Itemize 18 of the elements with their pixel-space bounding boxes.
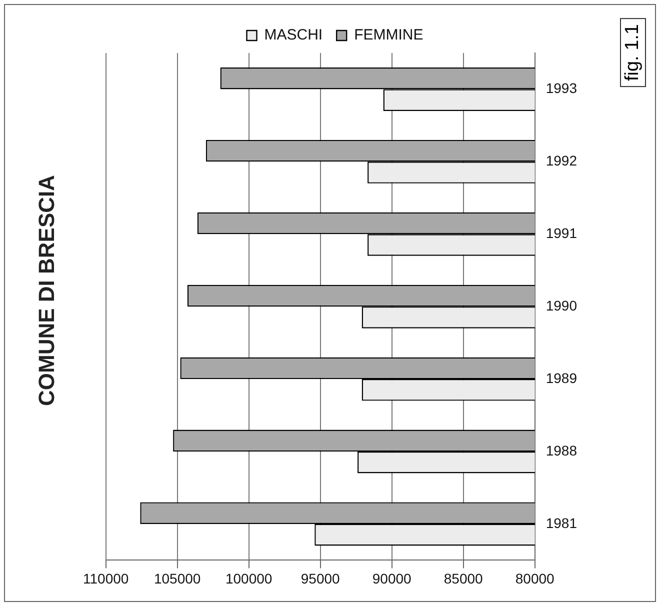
x-tick-label: 90000	[372, 570, 412, 586]
x-tick-label: 105000	[154, 570, 201, 586]
y-tick-label: 1993	[546, 80, 578, 96]
legend-label: MASCHI	[264, 26, 323, 44]
text: COMUNE DI BRESCIA	[34, 174, 60, 408]
legend-label: FEMMINE	[354, 26, 424, 44]
x-tick-label: 85000	[444, 570, 484, 586]
caption: fig. 1.1	[620, 18, 646, 88]
x-tick-label: 80000	[515, 570, 555, 586]
y-tick-label: 1991	[546, 225, 578, 241]
x-tick-label: 95000	[300, 570, 340, 586]
y-tick-label: 1990	[546, 297, 578, 314]
x-tick-label: 100000	[225, 570, 272, 586]
y-tick-label: 1981	[546, 514, 578, 531]
x-tick-label: 110000	[82, 570, 129, 586]
y-tick-label: 1992	[546, 152, 578, 169]
y-tick-label: 1988	[546, 442, 578, 458]
y-tick-label: 1989	[546, 370, 578, 386]
